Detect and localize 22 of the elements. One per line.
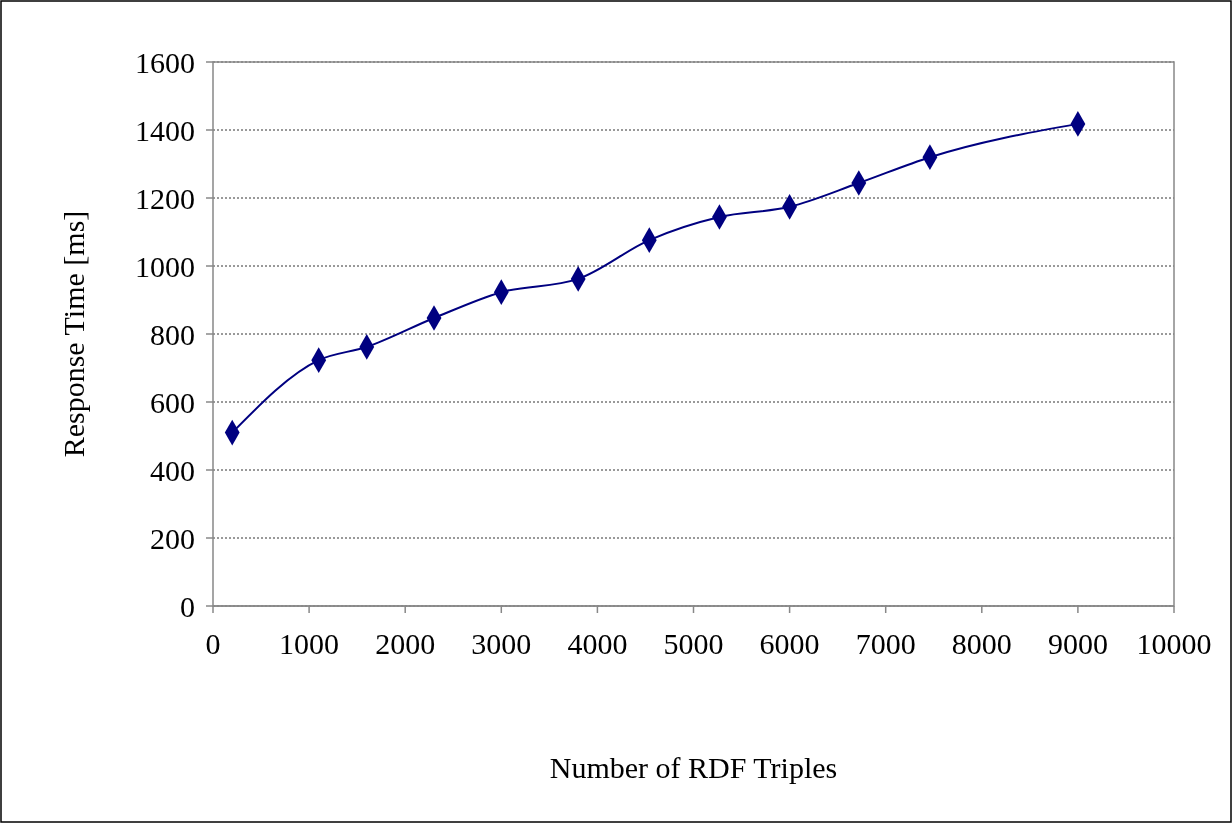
x-tick-label: 6000 (759, 627, 820, 660)
y-tick-label: 200 (150, 521, 195, 555)
x-tick-label: 7000 (855, 627, 916, 660)
y-tick-label: 0 (180, 589, 195, 623)
x-tick-label: 1000 (279, 627, 340, 660)
x-tick-label: 0 (205, 627, 221, 660)
x-tick-label: 5000 (663, 627, 724, 660)
y-tick-label: 600 (150, 385, 195, 419)
y-tick-label: 1400 (135, 113, 195, 147)
x-tick-label: 3000 (471, 627, 532, 660)
x-tick-label: 8000 (951, 627, 1012, 660)
x-tick-label: 9000 (1047, 627, 1108, 660)
x-tick-label: 4000 (567, 627, 628, 660)
x-tick-label: 2000 (375, 627, 436, 660)
x-axis-title: Number of RDF Triples (549, 751, 838, 784)
y-tick-label: 1600 (135, 45, 195, 79)
y-tick-label: 400 (150, 453, 195, 487)
y-axis-title: Response Time [ms] (57, 210, 90, 458)
y-tick-label: 800 (150, 317, 195, 351)
y-tick-label: 1000 (135, 249, 195, 283)
x-tick-label: 10000 (1136, 627, 1212, 660)
y-tick-label: 1200 (135, 181, 195, 215)
